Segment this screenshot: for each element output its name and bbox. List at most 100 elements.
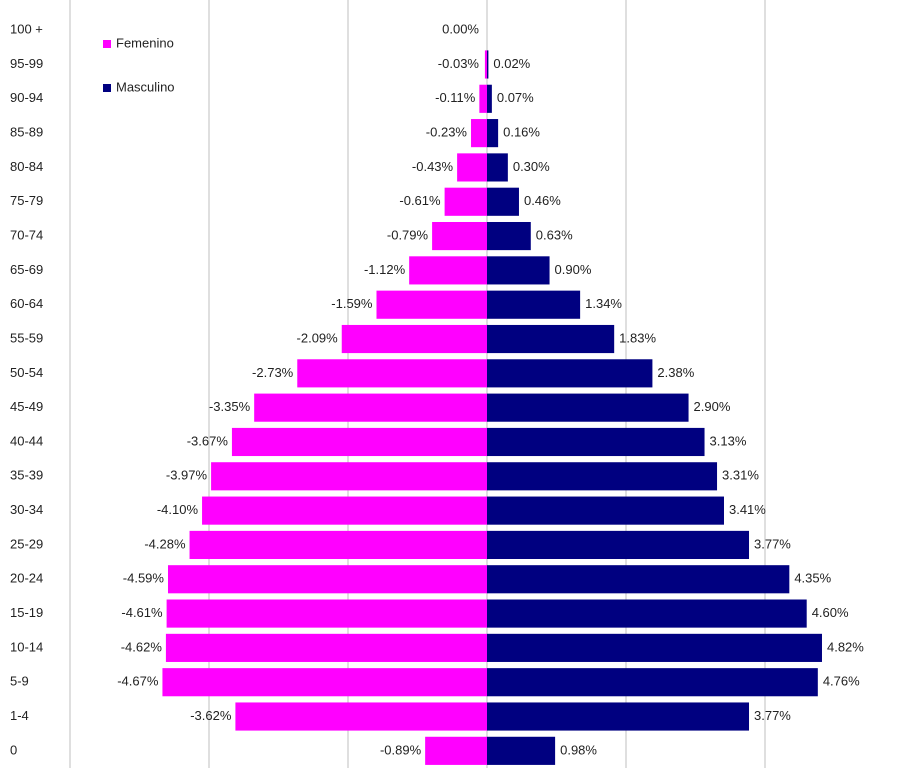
data-label: 3.13%	[710, 433, 747, 448]
bar	[487, 359, 653, 388]
data-label: 0.90%	[555, 262, 592, 277]
data-label: 4.35%	[794, 571, 831, 586]
bar	[484, 50, 487, 79]
bar	[487, 221, 531, 251]
bar	[202, 496, 488, 525]
y-tick-label: 85-89	[10, 125, 43, 140]
bar	[487, 702, 750, 731]
data-label: 3.31%	[722, 468, 759, 483]
y-tick-label: 20-24	[10, 571, 43, 586]
y-tick-label: 5-9	[10, 674, 29, 689]
y-tick-label: 55-59	[10, 330, 43, 345]
bar	[165, 633, 487, 662]
data-label: 0.16%	[503, 125, 540, 140]
data-label: -4.28%	[144, 536, 186, 551]
bar	[487, 496, 724, 525]
data-label: -3.67%	[187, 433, 229, 448]
data-label: 3.41%	[729, 502, 766, 517]
bar	[487, 736, 556, 765]
y-tick-label: 80-84	[10, 159, 43, 174]
data-label: -0.03%	[438, 56, 480, 71]
bar	[166, 599, 488, 628]
bar	[471, 119, 487, 148]
data-label: -2.73%	[252, 365, 294, 380]
bar	[487, 84, 492, 113]
bar	[487, 462, 718, 491]
data-label: -2.09%	[297, 330, 339, 345]
data-label: -4.67%	[117, 674, 159, 689]
y-tick-label: 1-4	[10, 708, 29, 723]
bar	[479, 84, 487, 113]
y-tick-label: 0	[10, 742, 17, 757]
data-label: -4.61%	[121, 605, 163, 620]
data-label: -0.23%	[426, 125, 468, 140]
bar	[341, 324, 487, 354]
data-label: -0.89%	[380, 742, 422, 757]
data-label: 2.38%	[657, 365, 694, 380]
bar	[409, 256, 487, 285]
bar	[487, 50, 489, 79]
data-label: 4.76%	[823, 674, 860, 689]
data-label: 4.60%	[812, 605, 849, 620]
y-tick-label: 95-99	[10, 56, 43, 71]
data-label: 1.34%	[585, 296, 622, 311]
bar	[487, 530, 750, 560]
bar	[487, 393, 689, 422]
data-label: -4.10%	[157, 502, 199, 517]
data-label: 2.90%	[694, 399, 731, 414]
data-label: -3.97%	[166, 468, 208, 483]
y-tick-label: 15-19	[10, 605, 43, 620]
legend-label: Femenino	[116, 35, 174, 50]
data-label: -0.79%	[387, 228, 429, 243]
data-label: 0.46%	[524, 193, 561, 208]
data-label: -3.35%	[209, 399, 251, 414]
data-label: 0.30%	[513, 159, 550, 174]
bar	[432, 221, 487, 251]
y-tick-label: 40-44	[10, 433, 43, 448]
y-tick-label: 65-69	[10, 262, 43, 277]
data-label: 4.82%	[827, 639, 864, 654]
bar	[167, 565, 487, 594]
bar	[211, 462, 487, 491]
bar	[487, 668, 818, 697]
bar	[297, 359, 487, 388]
y-tick-label: 10-14	[10, 639, 43, 654]
bar	[487, 427, 705, 457]
bar	[487, 633, 822, 662]
y-tick-label: 75-79	[10, 193, 43, 208]
bar	[487, 256, 550, 285]
y-tick-label: 60-64	[10, 296, 43, 311]
legend-swatch	[103, 40, 111, 48]
bar	[162, 668, 487, 697]
bar	[254, 393, 487, 422]
data-label: -4.59%	[123, 571, 165, 586]
data-label: -4.62%	[121, 639, 163, 654]
bar	[444, 187, 487, 216]
bar	[487, 290, 581, 319]
bar	[189, 530, 488, 560]
data-label: -0.61%	[399, 193, 441, 208]
bar	[457, 153, 487, 182]
y-tick-label: 70-74	[10, 228, 43, 243]
bar	[376, 290, 487, 319]
legend-label: Masculino	[116, 79, 175, 94]
data-label: 0.02%	[493, 56, 530, 71]
data-label: 1.83%	[619, 330, 656, 345]
data-label: 0.07%	[497, 90, 534, 105]
bar	[487, 565, 790, 594]
bar	[425, 736, 487, 765]
data-label: -0.11%	[435, 90, 476, 105]
y-tick-label: 50-54	[10, 365, 43, 380]
y-tick-label: 35-39	[10, 468, 43, 483]
data-label: -3.62%	[190, 708, 232, 723]
bar	[487, 119, 499, 148]
data-label: -1.59%	[331, 296, 373, 311]
data-label: 0.00%	[442, 22, 479, 37]
data-label: -1.12%	[364, 262, 406, 277]
bar	[487, 324, 615, 354]
bar	[235, 702, 487, 731]
bar	[487, 599, 807, 628]
data-label: -0.43%	[412, 159, 454, 174]
data-label: 0.63%	[536, 228, 573, 243]
